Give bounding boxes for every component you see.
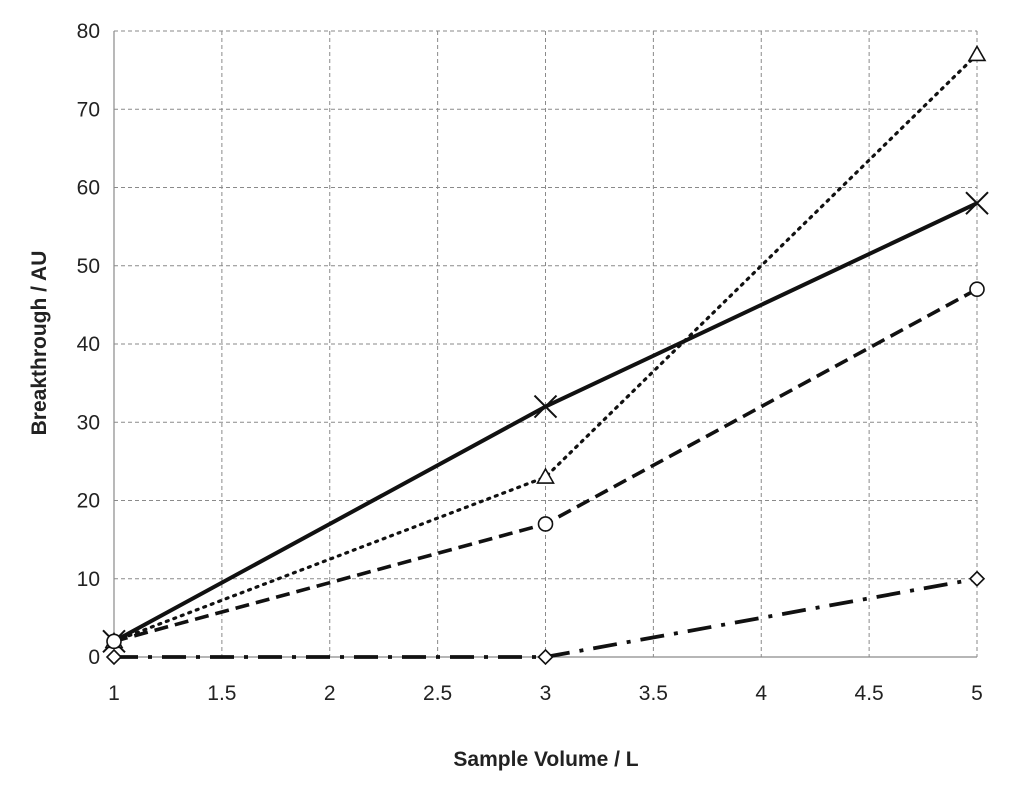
y-tick-label: 0 [88,646,100,669]
cross-marker [965,191,989,215]
y-tick-label: 60 [77,177,100,200]
triangle-marker [536,467,555,484]
circle-marker [969,281,985,298]
grid-layer [114,30,978,657]
triangle-series-line [112,52,979,643]
x-tick-label: 4.5 [855,682,884,705]
x-axis-title: Sample Volume / L [453,748,638,771]
x-tick-label: 1 [108,682,120,705]
circle-marker [106,633,122,650]
y-tick-label: 50 [77,255,100,278]
diamond-series-line [114,576,978,659]
y-tick-label: 70 [77,98,100,121]
x-tick-label: 2.5 [423,682,452,705]
y-tick-label: 80 [77,20,100,43]
diamond-marker [537,648,554,666]
y-tick-label: 20 [77,490,100,513]
x-tick-label: 2 [324,682,336,705]
x-tick-label: 4 [755,682,767,705]
y-tick-label: 30 [77,411,100,434]
y-tick-label: 40 [77,333,100,356]
triangle-marker [967,44,987,62]
diamond-marker [968,570,986,587]
y-axis-title: Breakthrough / AU [28,251,51,436]
y-tick-label: 10 [77,568,100,591]
x-tick-label: 3.5 [639,682,668,705]
x-tick-label: 5 [971,682,983,705]
circle-marker [537,516,554,532]
x-tick-label: 3 [540,682,552,705]
cross-marker [533,394,558,419]
x-tick-label: 1.5 [207,682,236,705]
diamond-marker [105,648,123,666]
tick-label-layer: 0 10 20 30 40 50 60 70 80 1 1.5 2 2.5 3 3.5 4 4.5 5 [77,20,983,705]
marker-layer [102,44,989,666]
